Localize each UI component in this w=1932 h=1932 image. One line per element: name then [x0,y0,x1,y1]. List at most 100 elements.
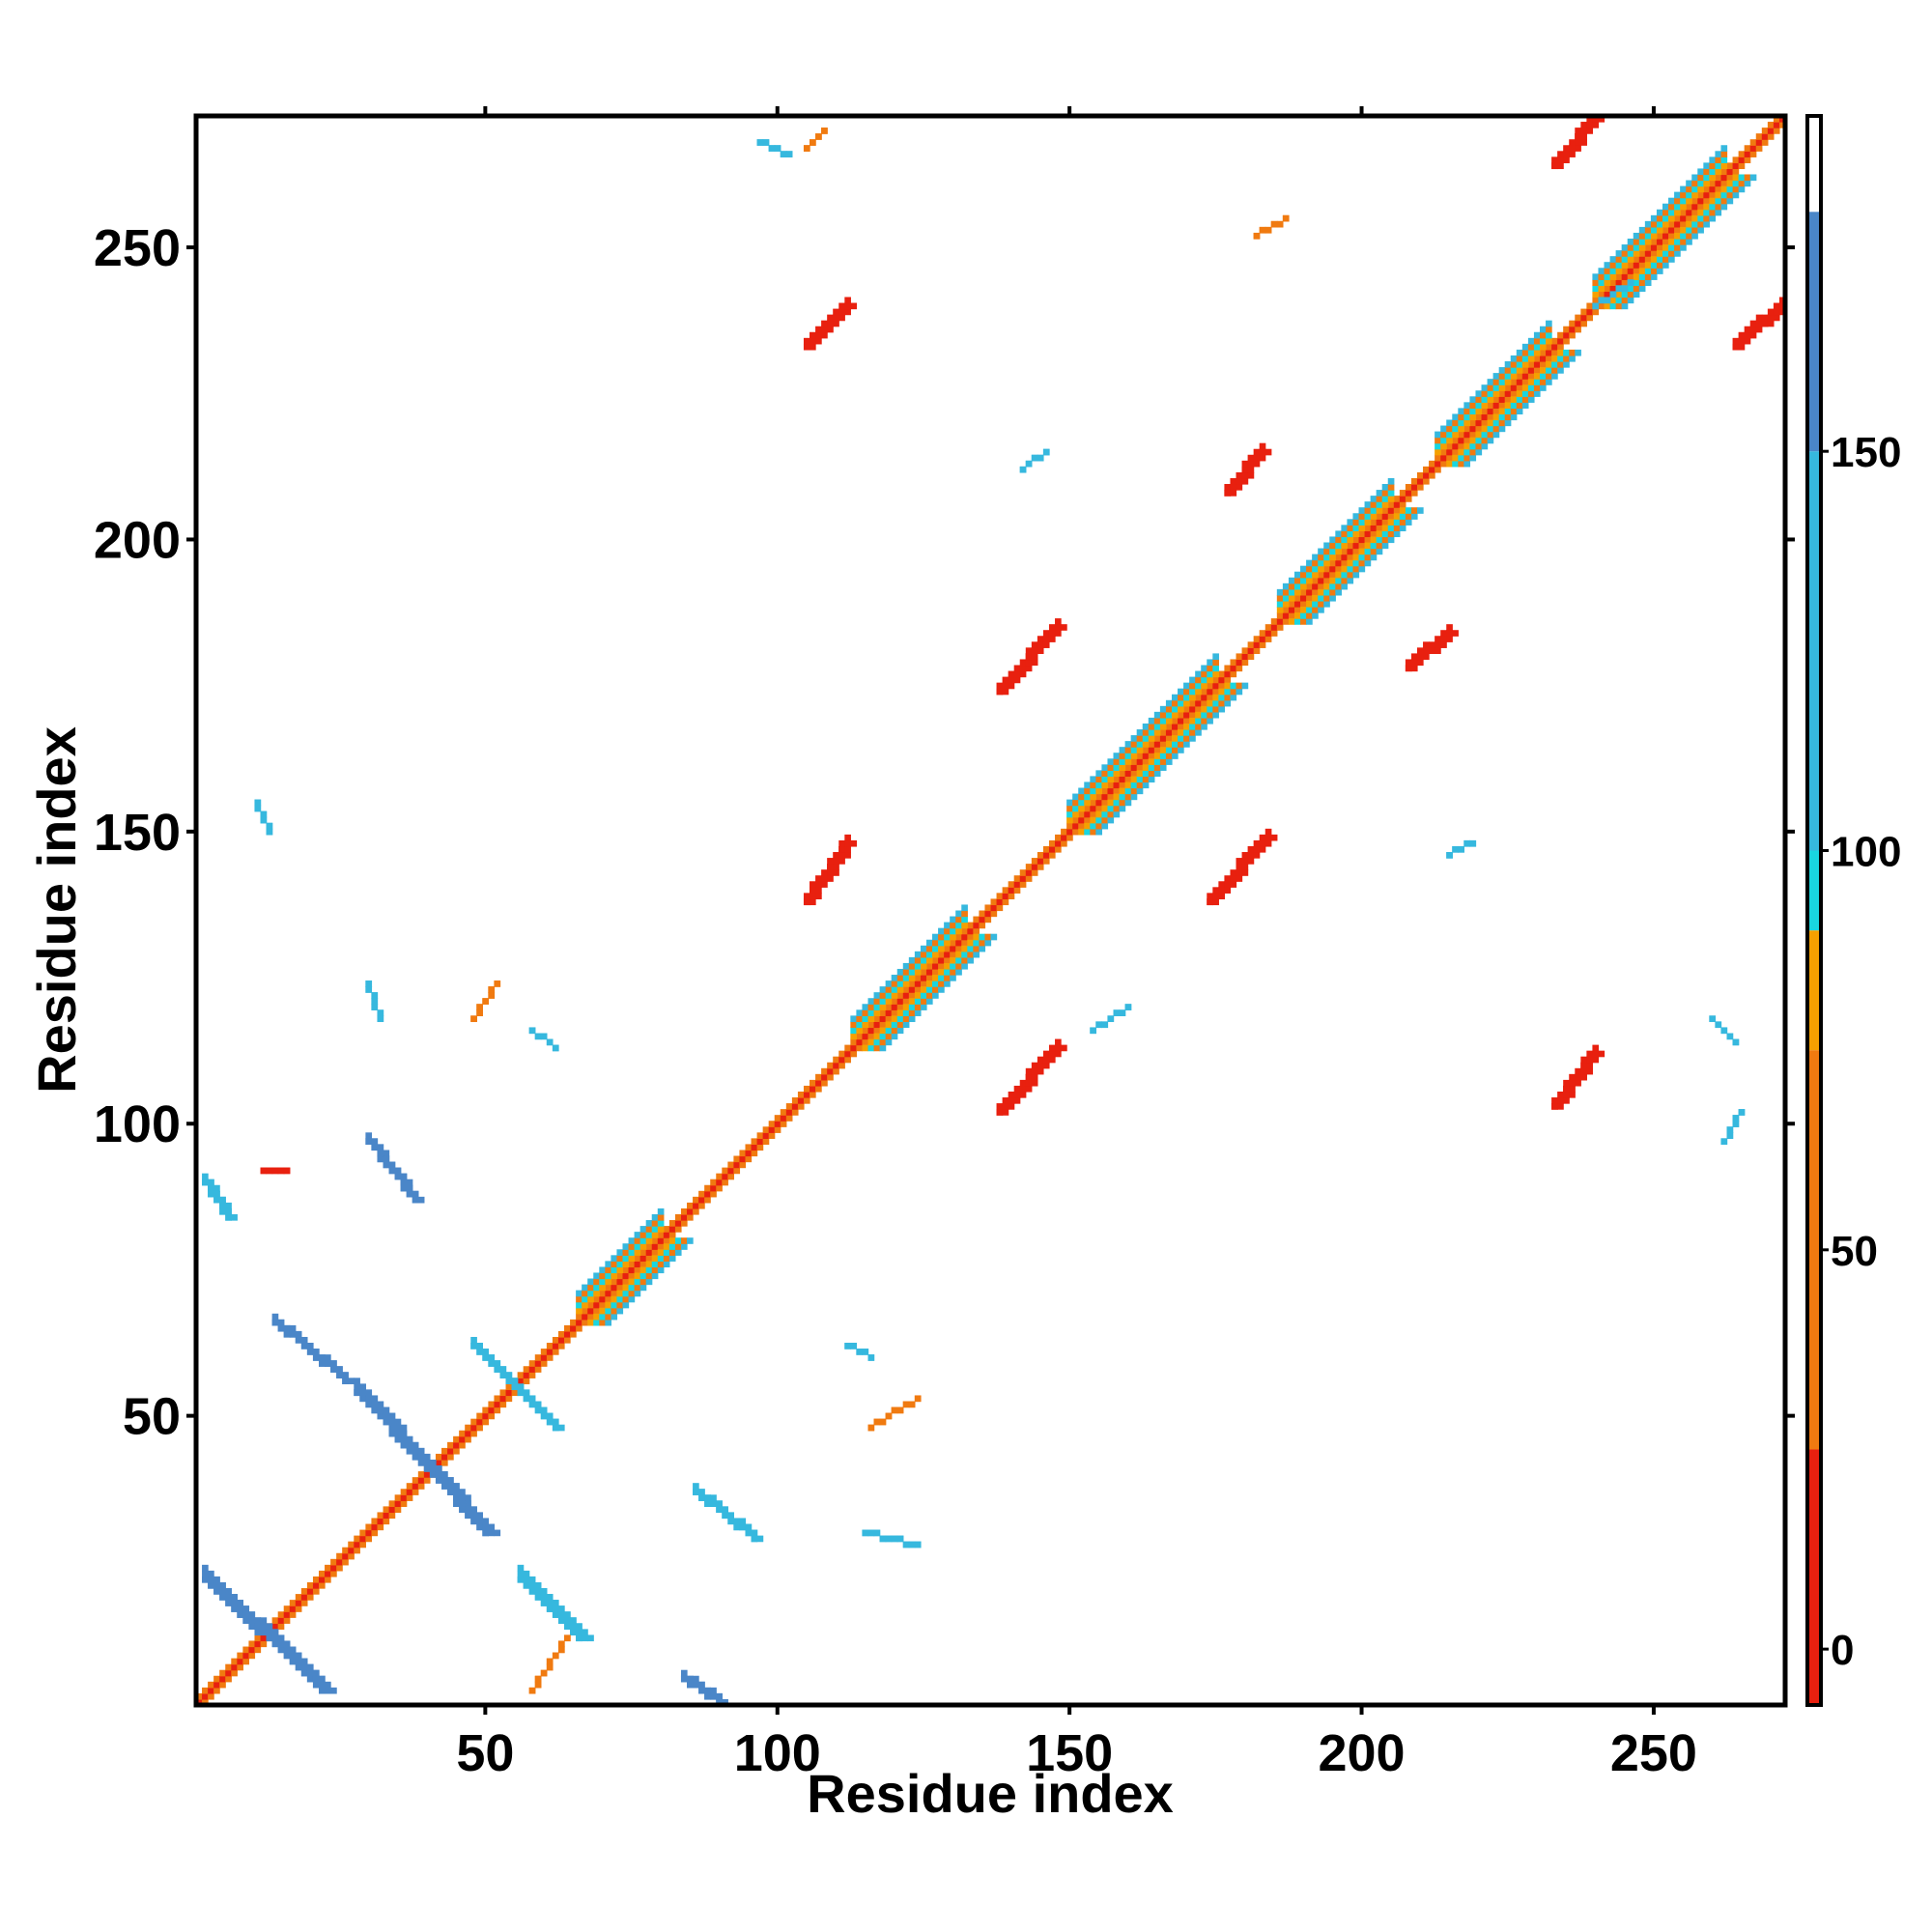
helix-contact-cell [1498,419,1506,427]
helix-contact-cell [1703,174,1710,182]
near-diagonal-cell [1446,454,1453,462]
contact-cell [902,1541,910,1548]
diagonal-cell [336,1558,343,1566]
diagonal-cell [1767,128,1775,134]
near-diagonal-cell [1241,659,1249,667]
helix-contact-cell [1446,419,1453,427]
contact-cell [423,1465,431,1472]
contact-cell [336,1366,343,1373]
helix-contact-cell [1638,268,1646,274]
near-diagonal-cell [283,1605,291,1612]
helix-contact-cell [932,992,939,999]
contact-cell [1042,1050,1050,1058]
diagonal-cell [1738,156,1746,163]
helix-contact-cell [639,1278,647,1286]
near-diagonal-cell [768,1132,776,1139]
helix-contact-cell [867,998,875,1005]
helix-contact-cell [639,1243,647,1250]
helix-contact-cell [1312,607,1319,613]
helix-contact-cell [1201,717,1208,724]
diagonal-cell [283,1611,291,1618]
helix-contact-cell [1293,582,1301,590]
diagonal-cell [499,1395,507,1403]
contact-cell [891,1406,898,1414]
near-diagonal-cell [1387,501,1395,508]
near-diagonal-cell [1539,349,1547,356]
helix-contact-cell [628,1290,636,1297]
contact-cell [838,308,845,316]
helix-contact-cell [1644,226,1652,234]
near-diagonal-cell [242,1658,250,1665]
near-diagonal-cell [908,980,916,987]
contact-cell [1019,665,1027,672]
near-diagonal-cell [838,1062,845,1069]
contact-cell [447,1489,454,1495]
near-diagonal-cell [785,1103,793,1110]
contact-cell [319,1681,326,1689]
helix-contact-cell [1136,729,1144,736]
near-diagonal-cell [1090,810,1096,818]
contact-cell [388,1418,396,1426]
helix-contact-cell [1709,197,1717,205]
contact-cell [388,1161,396,1169]
helix-contact-cell [1113,810,1121,818]
contact-cell [377,1401,384,1408]
helix-contact-cell [961,922,968,929]
near-diagonal-cell [1148,741,1155,748]
contact-cell [1423,653,1430,661]
near-diagonal-cell [1061,828,1067,836]
near-diagonal-cell [1347,554,1354,561]
helix-contact-cell [1236,682,1243,690]
contact-cell [1224,484,1232,491]
contact-cell [827,858,834,865]
helix-contact-cell [1533,379,1541,385]
helix-contact-cell [1546,326,1552,333]
diagonal-cell [1148,747,1155,753]
near-diagonal-cell [342,1547,349,1554]
helix-contact-cell [1709,162,1717,170]
near-diagonal-cell [1569,331,1576,339]
helix-contact-cell [1410,513,1418,520]
helix-contact-cell [1387,519,1395,526]
helix-contact-cell [1709,209,1717,216]
contact-cell [810,898,816,906]
contact-cell [377,1150,384,1157]
near-diagonal-cell [1546,355,1552,362]
helix-contact-cell [973,939,980,947]
contact-cell [1013,1097,1021,1104]
helix-contact-cell [1510,361,1518,368]
helix-contact-cell [593,1319,600,1326]
contact-cell [383,1406,390,1414]
helix-contact-cell [1621,244,1629,251]
contact-cell [494,1366,501,1373]
near-diagonal-cell [797,1091,805,1098]
near-diagonal-cell [680,1208,688,1215]
near-diagonal-cell [733,1167,741,1175]
helix-contact-cell [1662,220,1669,228]
contact-cell [254,805,262,812]
helix-contact-cell [1440,431,1447,439]
contact-cell [1580,133,1587,140]
diagonal-cell [1446,448,1453,456]
contact-cell [1429,647,1435,654]
helix-contact-cell [1318,548,1324,555]
contact-cell [1247,858,1255,865]
diagonal-cell [1615,279,1623,286]
helix-contact-cell [576,1307,582,1315]
helix-contact-cell [1189,694,1196,701]
contact-cell [306,1343,314,1350]
contact-cell [1002,1109,1009,1116]
near-diagonal-cell [1072,828,1079,836]
diagonal-cell [1463,431,1471,439]
helix-contact-cell [1090,816,1096,824]
contact-cell [359,1383,366,1391]
helix-contact-cell [973,945,980,952]
contact-cell [488,1360,496,1367]
contact-cell [488,1523,496,1531]
near-diagonal-cell [762,1138,770,1146]
contact-cell [371,992,379,999]
near-diagonal-cell [1025,864,1033,870]
contact-cell [476,1518,483,1525]
diagonal-cell [680,1213,688,1221]
contact-cell [523,1395,530,1403]
